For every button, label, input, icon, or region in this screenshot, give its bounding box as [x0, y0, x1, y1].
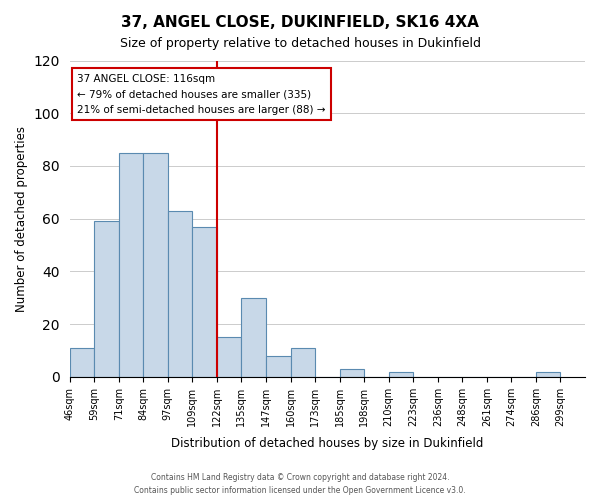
- X-axis label: Distribution of detached houses by size in Dukinfield: Distribution of detached houses by size …: [171, 437, 484, 450]
- Bar: [168, 210, 193, 377]
- Bar: [340, 369, 364, 377]
- Text: Contains HM Land Registry data © Crown copyright and database right 2024.
Contai: Contains HM Land Registry data © Crown c…: [134, 474, 466, 495]
- Bar: [266, 356, 290, 377]
- Bar: [290, 348, 315, 377]
- Y-axis label: Number of detached properties: Number of detached properties: [15, 126, 28, 312]
- Bar: [193, 226, 217, 377]
- Bar: [241, 298, 266, 377]
- Bar: [536, 372, 560, 377]
- Bar: [217, 338, 241, 377]
- Text: 37, ANGEL CLOSE, DUKINFIELD, SK16 4XA: 37, ANGEL CLOSE, DUKINFIELD, SK16 4XA: [121, 15, 479, 30]
- Bar: [94, 222, 119, 377]
- Text: Size of property relative to detached houses in Dukinfield: Size of property relative to detached ho…: [119, 38, 481, 51]
- Bar: [389, 372, 413, 377]
- Bar: [70, 348, 94, 377]
- Bar: [119, 153, 143, 377]
- Bar: [143, 153, 168, 377]
- Text: 37 ANGEL CLOSE: 116sqm
← 79% of detached houses are smaller (335)
21% of semi-de: 37 ANGEL CLOSE: 116sqm ← 79% of detached…: [77, 74, 326, 115]
